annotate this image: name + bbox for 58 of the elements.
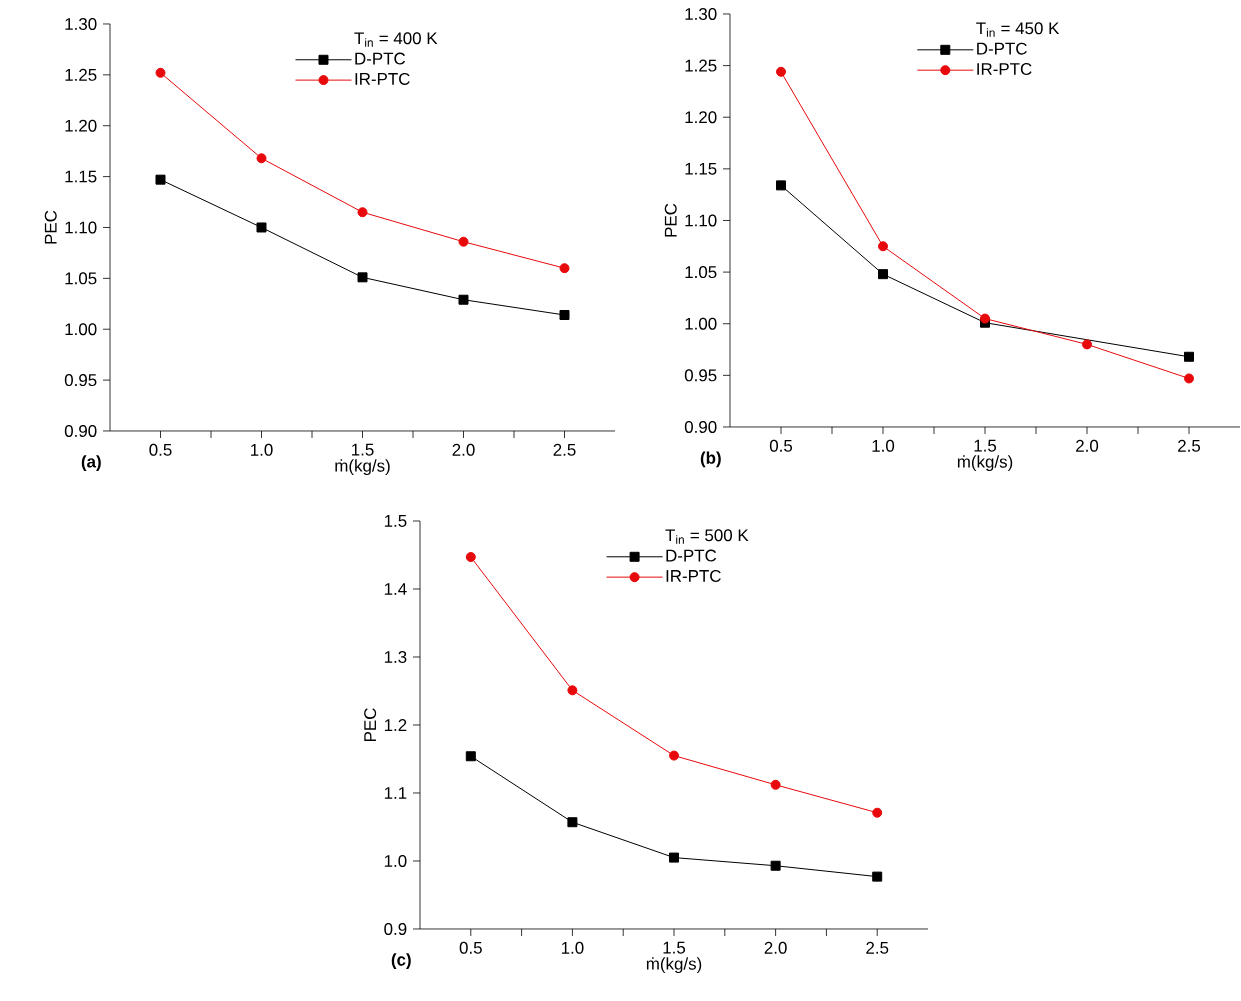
y-tick-label: 1.15: [685, 162, 717, 175]
x-tick-label: 2.5: [553, 443, 576, 456]
y-tick-label: 1.30: [685, 7, 717, 20]
legend-title: T$_{in}$ = 450 K: [976, 22, 1060, 37]
y-tick-label: 0.90: [684, 420, 717, 433]
y-tick-label: 1.0: [384, 854, 407, 867]
x-tick-label: 2.0: [452, 443, 475, 456]
legend-label: IR-PTC: [977, 62, 1032, 75]
y-tick-label: 1.5: [384, 515, 407, 527]
y-tick-label: 1.25: [65, 68, 97, 81]
y-tick-label: 0.9: [384, 922, 407, 935]
text: (b): [700, 451, 721, 468]
text: (a): [81, 455, 101, 471]
y-tick-label: 1.05: [65, 272, 97, 285]
y-axis-title: PEC: [44, 210, 57, 244]
x-tick-label: 2.5: [866, 941, 889, 954]
y-tick-label: 1.25: [685, 59, 717, 72]
x-tick-label: 0.5: [459, 941, 482, 954]
y-tick-label: 0.90: [64, 424, 97, 437]
y-tick-label: 1.1: [384, 787, 407, 799]
x-tick-label: 0.5: [149, 443, 172, 456]
y-tick-label: 1.20: [685, 111, 717, 124]
x-axis-title: ṁ(kg/s): [646, 957, 702, 974]
y-tick-label: 1.10: [65, 221, 97, 234]
legend-label: IR-PTC: [666, 569, 721, 582]
x-axis-title: ṁ(kg/s): [957, 455, 1013, 472]
x-tick-label: 1.5: [974, 439, 997, 452]
x-axis-title: ṁ(kg/s): [335, 459, 390, 476]
y-tick-label: 1.20: [65, 119, 97, 132]
legend-label: D-PTC: [355, 52, 406, 65]
y-tick-label: 1.10: [685, 214, 717, 227]
x-tick-label: 1.0: [561, 941, 584, 954]
y-tick-label: 1.05: [685, 266, 717, 279]
legend-label: D-PTC: [666, 549, 717, 562]
x-tick-label: 1.5: [352, 443, 374, 456]
x-tick-label: 2.0: [764, 941, 787, 954]
legend-label: D-PTC: [977, 42, 1027, 55]
x-tick-label: 2.5: [1178, 439, 1201, 452]
y-tick-label: 0.95: [684, 369, 717, 382]
y-tick-label: 1.15: [65, 170, 97, 183]
x-tick-label: 2.0: [1076, 439, 1099, 452]
text: (c): [391, 953, 411, 969]
legend-title: T$_{in}$ = 500 K: [665, 529, 749, 544]
y-tick-label: 1.4: [384, 583, 407, 595]
y-tick-label: 1.3: [384, 650, 407, 663]
y-tick-label: 1.00: [685, 317, 717, 330]
y-tick-label: 1.30: [65, 17, 97, 30]
x-tick-label: 1.0: [872, 439, 895, 452]
x-tick-label: 1.5: [663, 941, 686, 954]
y-axis-title: PEC: [664, 203, 677, 237]
x-tick-label: 0.5: [769, 439, 793, 452]
legend-label: IR-PTC: [355, 72, 410, 85]
y-axis-title: PEC: [364, 708, 377, 742]
y-tick-label: 1.00: [65, 323, 97, 336]
x-tick-label: 1.0: [251, 443, 273, 456]
y-tick-label: 0.95: [64, 374, 97, 387]
y-tick-label: 1.2: [384, 719, 407, 731]
legend-title: T$_{in}$ = 400 K: [354, 32, 438, 47]
